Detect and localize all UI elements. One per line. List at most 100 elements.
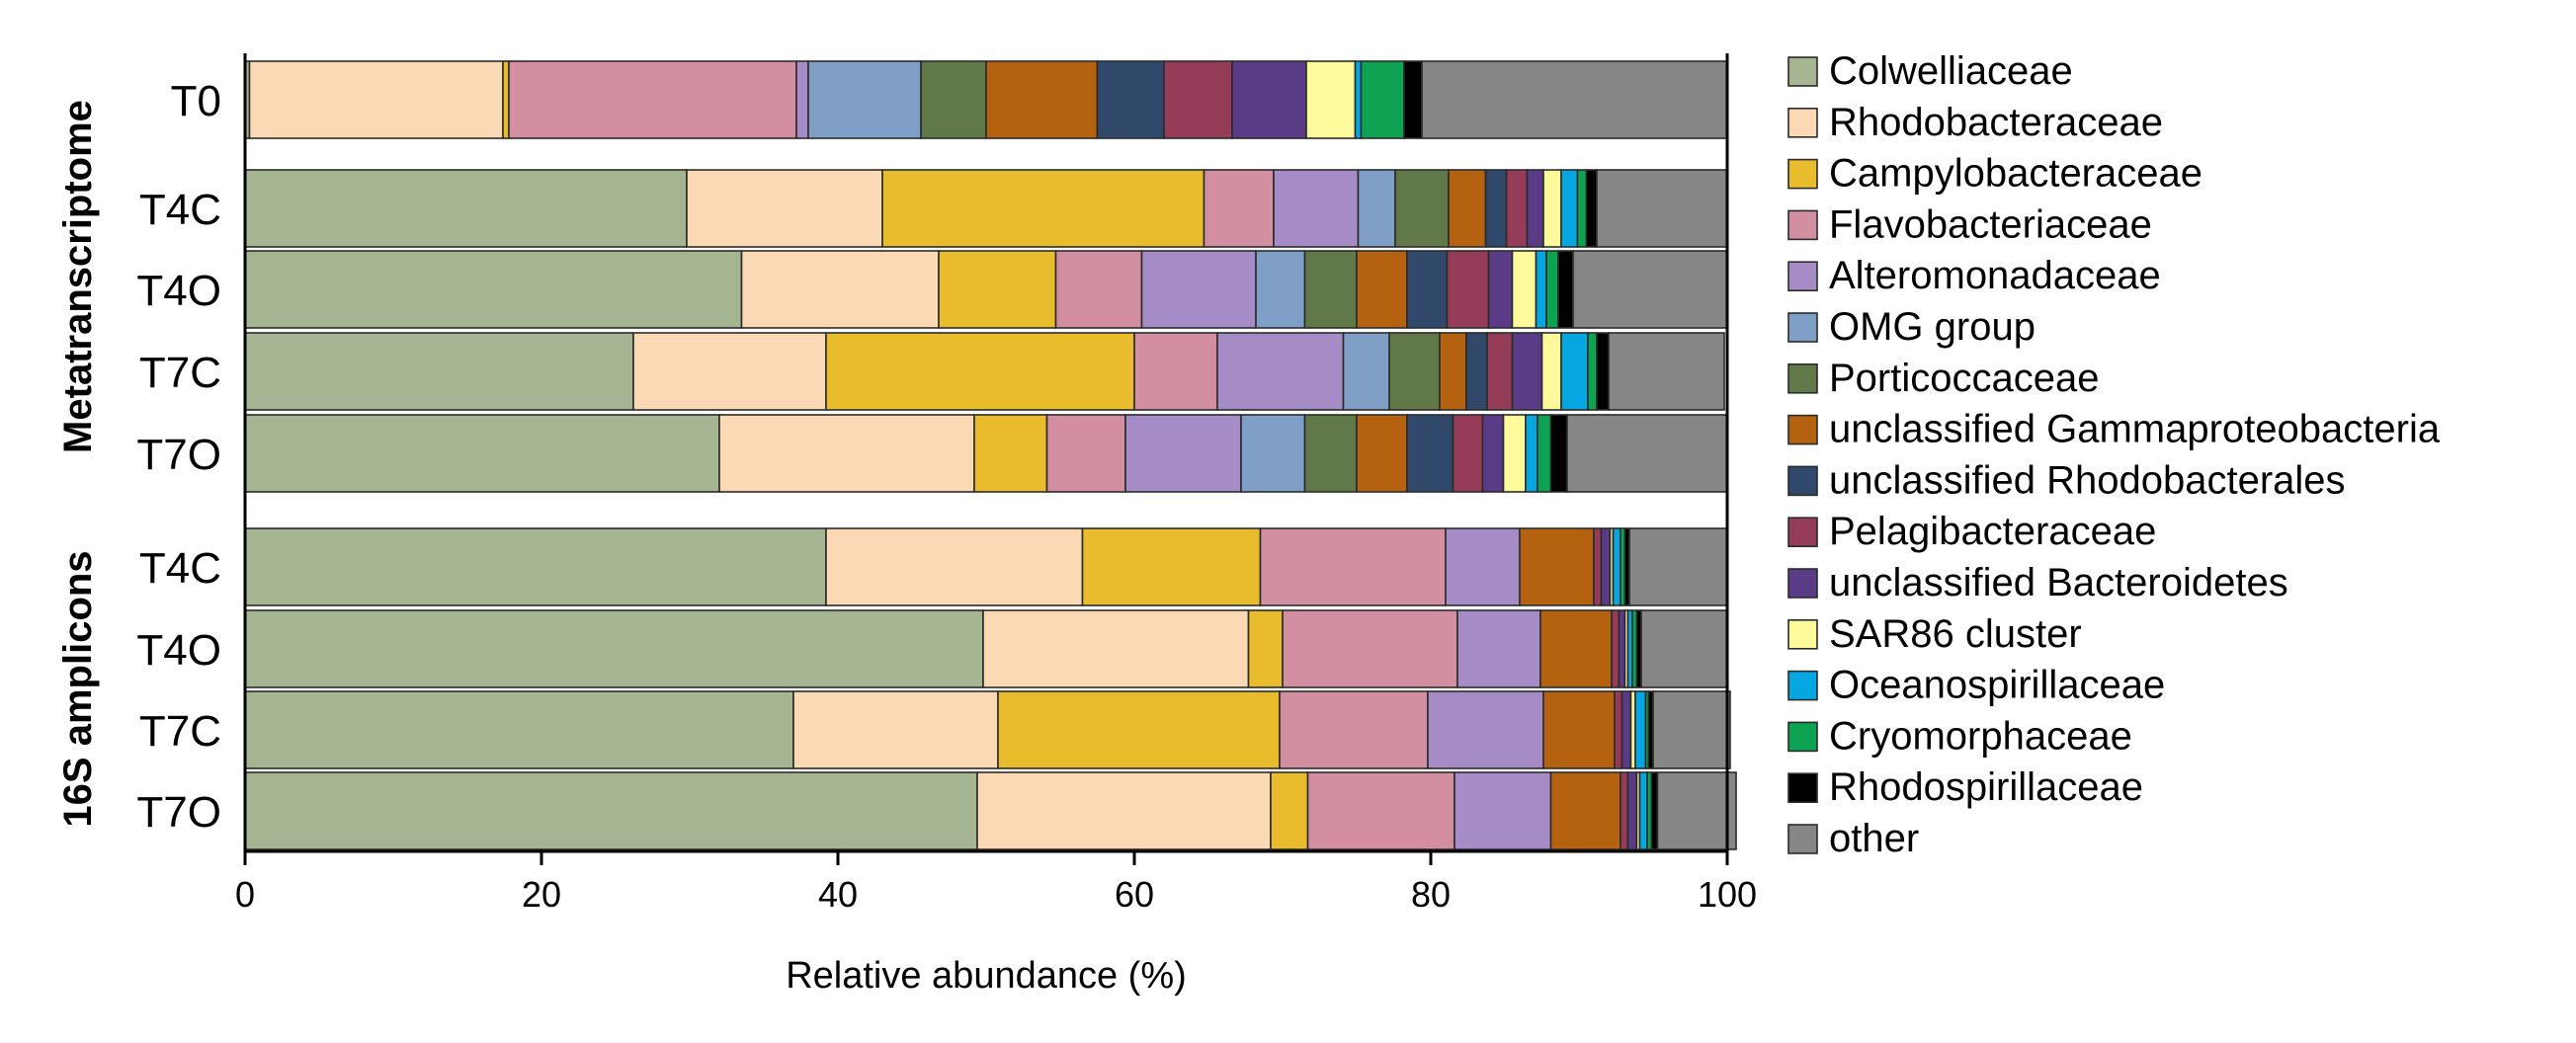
- bar-segment-flavobacteriaceae: [1282, 609, 1458, 688]
- bar-segment-cryomorphaceae: [1537, 414, 1552, 493]
- x-tick-label: 40: [818, 874, 858, 915]
- legend-label: Cryomorphaceae: [1829, 714, 2132, 758]
- legend-swatch: [1787, 56, 1818, 87]
- bar-segment-rhodobacteraceae: [792, 690, 999, 769]
- bar-segment-unclassified-bacteroidetes: [1618, 609, 1626, 688]
- bar-segment-pelagibacteraceae: [1614, 690, 1623, 769]
- bar-segment-flavobacteriaceae: [1054, 250, 1143, 329]
- bar-segment-alteromonadaceae: [1124, 414, 1242, 493]
- bar-segment-colwelliaceae: [244, 414, 720, 493]
- bar-segment-cryomorphaceae: [1576, 169, 1588, 248]
- bar-segment-colwelliaceae: [244, 609, 984, 688]
- bar-segment-unclassified-bacteroidetes: [1231, 60, 1307, 139]
- bar-segment-unclassified-rhodobacterales: [1465, 332, 1488, 411]
- bar-segment-unclassified-bacteroidetes: [1487, 250, 1514, 329]
- row-label: T4O: [136, 626, 221, 675]
- bar-segment-unclassified-rhodobacterales: [1406, 250, 1449, 329]
- legend-item: unclassified Rhodobacterales: [1787, 458, 2346, 502]
- bar-segment-pelagibacteraceae: [1452, 414, 1484, 493]
- legend-swatch: [1787, 568, 1818, 599]
- legend-label: Flavobacteriaceae: [1829, 202, 2152, 246]
- legend-swatch: [1787, 824, 1818, 854]
- bar-segment-omg-group: [1240, 414, 1306, 493]
- legend-swatch: [1787, 721, 1818, 753]
- bar-segment-campylobacteraceae: [825, 332, 1135, 411]
- bar-segment-flavobacteriaceae: [1203, 169, 1275, 248]
- legend-label: unclassified Bacteroidetes: [1829, 561, 2288, 604]
- bar-segment-oceanospirillaceae: [1525, 414, 1538, 493]
- legend-item: Oceanospirillaceae: [1787, 664, 2165, 707]
- legend-item: Cryomorphaceae: [1787, 714, 2132, 758]
- bar-segment-pelagibacteraceae: [1486, 332, 1514, 411]
- bar-segment-other: [1421, 60, 1728, 139]
- x-tick-label: 100: [1698, 874, 1757, 915]
- bar-segment-unclassified-bacteroidetes: [1526, 169, 1544, 248]
- bar-segment-alteromonadaceae: [1445, 527, 1521, 606]
- bar-row-metatranscriptome-t4o: [244, 250, 1728, 329]
- bar-segment-colwelliaceae: [244, 169, 688, 248]
- legend-item: unclassified Bacteroidetes: [1787, 561, 2288, 604]
- bar-segment-unclassified-gammaproteobacteria: [1356, 414, 1408, 493]
- legend-item: Alteromonadaceae: [1787, 254, 2161, 297]
- bar-segment-unclassified-gammaproteobacteria: [1439, 332, 1467, 411]
- bar-segment-other: [1628, 527, 1728, 606]
- bar-segment-porticoccaceae: [1388, 332, 1441, 411]
- legend-item: Colwelliaceae: [1787, 49, 2073, 93]
- bar-row-metatranscriptome-t7c: [244, 332, 1725, 411]
- bar-segment-unclassified-gammaproteobacteria: [1549, 771, 1621, 850]
- bar-segment-sar86-cluster: [1305, 60, 1357, 139]
- bar-segment-alteromonadaceae: [1273, 169, 1360, 248]
- bar-segment-porticoccaceae: [920, 60, 987, 139]
- x-tick-label: 0: [235, 874, 255, 915]
- legend-item: Rhodospirillaceae: [1787, 765, 2143, 809]
- row-label: T4C: [139, 186, 221, 234]
- bar-segment-alteromonadaceae: [1216, 332, 1345, 411]
- x-tick-label: 60: [1115, 874, 1154, 915]
- bar-segment-campylobacteraceae: [881, 169, 1205, 248]
- bar-segment-other: [1566, 414, 1728, 493]
- bar-segment-omg-group: [1255, 250, 1306, 329]
- bar-segment-rhodobacteraceae: [976, 771, 1272, 850]
- legend-item: SAR86 cluster: [1787, 612, 2082, 656]
- bar-segment-pelagibacteraceae: [1505, 169, 1529, 248]
- row-label: T4C: [139, 544, 221, 593]
- legend-swatch: [1787, 261, 1818, 292]
- bar-segment-rhodobacteraceae: [632, 332, 827, 411]
- legend-swatch: [1787, 362, 1818, 394]
- bar-segment-pelagibacteraceae: [1446, 250, 1490, 329]
- legend-label: Oceanospirillaceae: [1829, 664, 2165, 707]
- bar-segment-porticoccaceae: [1303, 250, 1358, 329]
- legend-label: Campylobacteraceae: [1829, 152, 2202, 196]
- legend-label: Alteromonadaceae: [1829, 254, 2161, 297]
- bar-segment-cryomorphaceae: [1360, 60, 1405, 139]
- bar-segment-sar86-cluster: [1540, 332, 1562, 411]
- bar-segment-rhodobacteraceae: [718, 414, 975, 493]
- bar-row-16s-t7o: [244, 771, 1737, 850]
- bar-segment-other: [1572, 250, 1728, 329]
- bar-segment-porticoccaceae: [1394, 169, 1450, 248]
- bar-segment-rhodobacteraceae: [982, 609, 1250, 688]
- bar-segment-unclassified-rhodobacterales: [1096, 60, 1165, 139]
- legend-item: unclassified Gammaproteobacteria: [1787, 408, 2441, 451]
- legend-label: OMG group: [1829, 305, 2036, 349]
- bar-segment-rhodospirillaceae: [1557, 250, 1574, 329]
- bar-segment-unclassified-rhodobacterales: [1484, 169, 1508, 248]
- bar-segment-other: [1652, 690, 1731, 769]
- bar-segment-colwelliaceae: [244, 771, 978, 850]
- bar-segment-campylobacteraceae: [1247, 609, 1284, 688]
- bar-segment-cryomorphaceae: [1545, 250, 1559, 329]
- bar-segment-flavobacteriaceae: [1259, 527, 1447, 606]
- bar-segment-sar86-cluster: [1542, 169, 1562, 248]
- bar-segment-cryomorphaceae: [1587, 332, 1598, 411]
- legend-label: Rhodobacteraceae: [1829, 101, 2163, 144]
- legend-swatch: [1787, 108, 1818, 138]
- bar-segment-other: [1640, 609, 1728, 688]
- bar-segment-flavobacteriaceae: [1306, 771, 1455, 850]
- bar-segment-campylobacteraceae: [997, 690, 1281, 769]
- legend-swatch: [1787, 670, 1818, 701]
- bar-segment-colwelliaceae: [244, 332, 634, 411]
- bar-segment-alteromonadaceae: [1140, 250, 1257, 329]
- legend-label: Pelagibacteraceae: [1829, 510, 2156, 553]
- bar-segment-colwelliaceae: [244, 690, 794, 769]
